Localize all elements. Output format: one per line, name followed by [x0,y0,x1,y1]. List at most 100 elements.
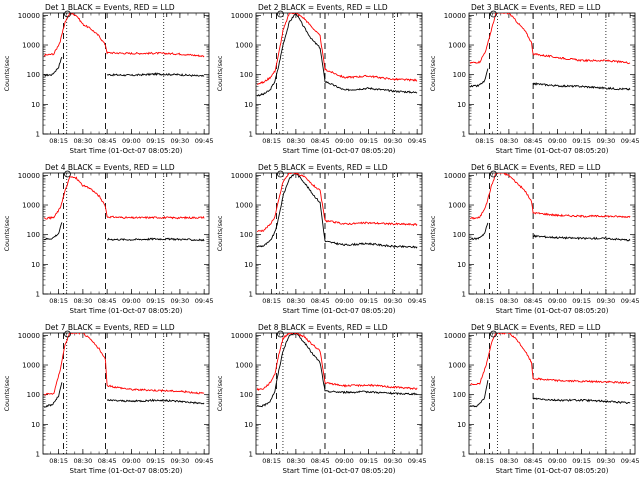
x-axis-label: Start Time (01-Oct-07 08:05:20) [283,147,396,155]
panel-title: Det 6 BLACK = Events, RED = LLD [471,163,601,172]
y-tick-label: 10 [244,421,253,429]
x-tick-label: 08:30 [287,297,306,305]
x-tick-label: 09:15 [572,137,591,145]
y-axis-label: Counts/sec [429,215,437,251]
y-axis-label: Counts/sec [216,375,224,411]
series-group [43,333,205,408]
plot-frame [255,12,423,135]
y-tick-label: 10 [457,421,466,429]
events-series-line [44,56,63,77]
events-series-line [44,222,63,241]
detector-panel: 1 10 100 1000 10000 08:15 08:30 08:45 09:00 09:15… [426,160,640,320]
events-series-line [257,333,418,408]
circle-marker-icon [277,170,284,178]
events-series-line [44,382,63,408]
detector-chart: 1 10 100 1000 10000 08:15 08:30 08:45 09:00 09:15… [429,163,640,315]
x-tick-label: 08:15 [475,137,494,145]
x-tick-label: 08:45 [98,137,117,145]
x-tick-label: 08:30 [500,137,519,145]
x-tick-label: 08:15 [475,457,494,465]
detector-panel: 1 10 100 1000 10000 08:15 08:30 08:45 09:00 09:15… [426,320,640,480]
panel-title: Det 2 BLACK = Events, RED = LLD [258,3,388,12]
detector-chart: 1 10 100 1000 10000 08:15 08:30 08:45 09:00 09:15… [216,323,427,475]
plot-frame [255,332,423,455]
lld-series-line [469,333,631,386]
circle-marker-icon [490,10,497,18]
x-tick-label: 09:30 [384,137,403,145]
y-tick-label: 10000 [444,172,466,180]
x-axis-label: Start Time (01-Oct-07 08:05:20) [283,307,396,315]
plot-frame [468,12,636,135]
x-tick-label: 08:45 [524,297,543,305]
y-tick-label: 10000 [444,12,466,20]
events-series-line [469,380,489,408]
y-tick-label: 10000 [231,332,253,340]
x-tick-label: 09:45 [621,297,640,305]
x-axis-label: Start Time (01-Oct-07 08:05:20) [70,307,183,315]
events-series-line [470,222,489,241]
y-tick-label: 1 [36,131,40,139]
x-axis-label: Start Time (01-Oct-07 08:05:20) [70,147,183,155]
x-tick-label: 09:45 [621,457,640,465]
y-tick-label: 10000 [231,172,253,180]
bracket-marker-icon [397,12,404,17]
x-tick-label: 09:00 [335,137,354,145]
x-tick-label: 08:45 [311,457,330,465]
x-axis-label: Start Time (01-Oct-07 08:05:20) [496,307,609,315]
x-axis-label: Start Time (01-Oct-07 08:05:20) [496,467,609,475]
x-tick-label: 09:00 [335,457,354,465]
x-tick-label: 09:00 [122,457,141,465]
events-series-line [106,398,205,405]
panel-title: Det 9 BLACK = Events, RED = LLD [471,323,601,332]
x-tick-label: 09:15 [359,297,378,305]
y-tick-label: 100 [453,391,466,399]
panel-title: Det 3 BLACK = Events, RED = LLD [471,3,601,12]
circle-marker-icon [64,10,71,18]
series-group [256,333,418,408]
panel-title: Det 5 BLACK = Events, RED = LLD [258,163,388,172]
y-tick-label: 1 [36,291,40,299]
events-series-line [256,13,418,97]
series-group [469,13,631,91]
y-tick-label: 100 [27,231,40,239]
lld-series-line [43,176,205,220]
bracket-marker-icon [608,12,615,17]
y-tick-label: 10000 [18,332,40,340]
x-tick-label: 09:15 [146,137,165,145]
y-tick-label: 1 [462,131,466,139]
plot-frame [468,172,636,295]
y-tick-label: 1 [462,451,466,459]
x-tick-label: 09:45 [195,457,214,465]
detector-chart: 1 10 100 1000 10000 08:15 08:30 08:45 09:00 09:15… [429,323,640,475]
x-tick-label: 09:30 [384,297,403,305]
events-series-line [532,397,631,405]
y-tick-label: 1 [249,131,253,139]
x-tick-label: 09:00 [122,137,141,145]
bracket-marker-icon [608,332,615,337]
detector-chart: 1 10 100 1000 10000 08:15 08:30 08:45 09:00 09:15… [3,3,214,155]
y-axis-label: Counts/sec [216,215,224,251]
x-tick-label: 09:30 [384,457,403,465]
bracket-marker-icon [166,12,173,17]
series-group [256,173,418,249]
x-tick-label: 09:30 [171,457,190,465]
x-tick-label: 09:00 [548,297,567,305]
y-tick-label: 100 [240,391,253,399]
y-tick-label: 10000 [18,12,40,20]
x-tick-label: 09:30 [597,457,616,465]
y-tick-label: 1000 [448,362,466,370]
x-tick-label: 09:00 [335,297,354,305]
x-tick-label: 08:30 [500,297,519,305]
detector-chart: 1 10 100 1000 10000 08:15 08:30 08:45 09:00 09:15… [216,3,427,155]
x-tick-label: 08:30 [74,297,93,305]
x-tick-label: 08:15 [262,457,281,465]
plot-frame [468,332,636,455]
x-tick-label: 09:45 [408,297,427,305]
events-series-line [106,237,205,242]
plot-frame [42,172,210,295]
circle-marker-icon [277,330,284,338]
detector-panel: 1 10 100 1000 10000 08:15 08:30 08:45 09:00 09:15… [213,0,427,160]
x-tick-label: 08:15 [262,297,281,305]
x-axis-label: Start Time (01-Oct-07 08:05:20) [70,467,183,475]
